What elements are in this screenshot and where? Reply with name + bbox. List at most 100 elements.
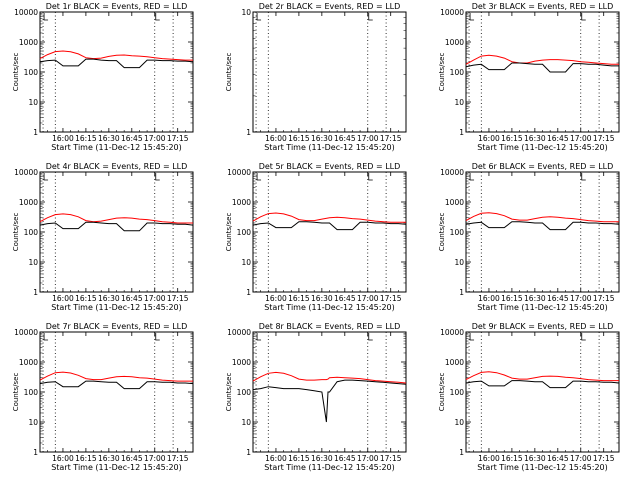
lld-series-line	[39, 213, 193, 224]
y-tick-label: 10	[454, 258, 464, 267]
y-axis-label: Counts/sec	[438, 53, 446, 92]
x-tick-label: 16:15	[501, 294, 523, 303]
x-tick-label: 16:30	[524, 454, 546, 463]
y-tick-label: 1	[246, 128, 251, 137]
x-tick-label: 17:00	[144, 134, 166, 143]
x-tick-label: 17:15	[167, 134, 189, 143]
x-tick-label: 16:00	[478, 294, 500, 303]
x-tick-label: 16:00	[52, 294, 74, 303]
y-tick-label: 10000	[14, 8, 38, 17]
x-tick-label: 17:00	[357, 134, 379, 143]
x-tick-label: 17:15	[593, 454, 615, 463]
y-tick-label: 1	[33, 128, 38, 137]
y-tick-label: 10000	[440, 328, 464, 337]
bracket-marker	[469, 13, 475, 21]
x-axis-label: Start Time (11-Dec-12 15:45:20)	[264, 143, 395, 152]
bracket-marker	[256, 13, 262, 21]
x-axis-label: Start Time (11-Dec-12 15:45:20)	[51, 463, 182, 472]
x-tick-label: 17:00	[570, 294, 592, 303]
panel-title: Det 9r BLACK = Events, RED = LLD	[472, 322, 614, 331]
x-tick-label: 16:45	[547, 294, 569, 303]
x-axis-label: Start Time (11-Dec-12 15:45:20)	[51, 143, 182, 152]
bracket-marker	[43, 173, 49, 181]
y-tick-label: 1000	[232, 198, 251, 207]
y-tick-label: 100	[237, 388, 252, 397]
y-tick-label: 1	[33, 448, 38, 457]
y-tick-label: 10000	[440, 168, 464, 177]
panel-title: Det 6r BLACK = Events, RED = LLD	[472, 162, 614, 171]
x-tick-label: 17:00	[144, 294, 166, 303]
y-tick-label: 1000	[19, 358, 38, 367]
bracket-marker	[256, 173, 262, 181]
y-tick-label: 1	[459, 448, 464, 457]
y-tick-label: 100	[450, 228, 465, 237]
y-tick-label: 1000	[445, 358, 464, 367]
y-tick-label: 100	[237, 228, 252, 237]
y-tick-label: 10	[28, 418, 38, 427]
y-tick-label: 100	[450, 388, 465, 397]
events-series-line	[39, 58, 194, 69]
x-tick-label: 16:00	[52, 454, 74, 463]
lld-series-line	[252, 212, 406, 223]
y-axis-label: Counts/sec	[225, 373, 233, 412]
y-tick-label: 10000	[440, 8, 464, 17]
x-tick-label: 16:00	[265, 134, 287, 143]
y-axis-label: Counts/sec	[225, 213, 233, 252]
x-axis-label: Start Time (11-Dec-12 15:45:20)	[51, 303, 182, 312]
panel-title: Det 3r BLACK = Events, RED = LLD	[472, 2, 614, 11]
panel-title: Det 7r BLACK = Events, RED = LLD	[46, 322, 188, 331]
x-tick-label: 17:15	[167, 454, 189, 463]
plot-frame	[39, 11, 194, 133]
bracket-marker	[155, 173, 160, 181]
events-series-line	[465, 62, 619, 73]
y-axis-label: Counts/sec	[12, 373, 20, 412]
x-tick-label: 17:15	[380, 454, 402, 463]
plot-frame	[252, 11, 407, 133]
x-tick-label: 16:15	[75, 134, 97, 143]
events-series-line	[252, 379, 407, 423]
panel-title: Det 2r BLACK = Events, RED = LLD	[259, 2, 401, 11]
x-tick-label: 16:45	[121, 454, 143, 463]
y-tick-label: 100	[450, 68, 465, 77]
bracket-marker	[581, 333, 586, 341]
y-tick-label: 10	[28, 98, 38, 107]
y-axis-label: Counts/sec	[225, 53, 233, 92]
x-tick-label: 16:30	[311, 294, 333, 303]
x-tick-label: 16:45	[334, 294, 356, 303]
x-axis-label: Start Time (11-Dec-12 15:45:20)	[264, 463, 395, 472]
bracket-marker	[581, 13, 586, 21]
y-tick-label: 1000	[445, 198, 464, 207]
y-tick-label: 100	[24, 68, 39, 77]
y-axis-label: Counts/sec	[12, 213, 20, 252]
y-tick-label: 10000	[14, 168, 38, 177]
y-tick-label: 10	[454, 98, 464, 107]
y-tick-label: 10000	[227, 328, 251, 337]
events-series-line	[39, 380, 194, 390]
y-tick-label: 10	[241, 418, 251, 427]
lld-series-line	[465, 371, 619, 382]
bracket-marker	[469, 333, 475, 341]
y-tick-label: 1	[33, 288, 38, 297]
x-tick-label: 17:00	[570, 134, 592, 143]
x-tick-label: 17:00	[144, 454, 166, 463]
x-tick-label: 16:15	[288, 454, 310, 463]
x-tick-label: 16:45	[547, 134, 569, 143]
x-tick-label: 16:00	[265, 294, 287, 303]
plot-frame	[465, 331, 620, 453]
x-tick-label: 16:00	[52, 134, 74, 143]
bracket-marker	[368, 13, 373, 21]
y-tick-label: 1	[246, 448, 251, 457]
panel-title: Det 1r BLACK = Events, RED = LLD	[46, 2, 188, 11]
lld-series-line	[465, 212, 619, 223]
x-tick-label: 16:30	[98, 454, 120, 463]
x-tick-label: 17:00	[570, 454, 592, 463]
y-tick-label: 1	[246, 288, 251, 297]
x-tick-label: 16:15	[288, 134, 310, 143]
lld-series-line	[39, 50, 193, 61]
x-tick-label: 16:00	[265, 454, 287, 463]
x-tick-label: 16:30	[98, 294, 120, 303]
bracket-marker	[368, 173, 373, 181]
